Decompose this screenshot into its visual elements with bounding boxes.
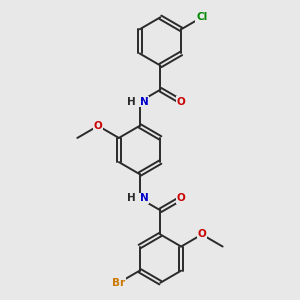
Text: O: O: [197, 230, 206, 239]
Text: O: O: [177, 193, 185, 203]
Text: H: H: [127, 193, 135, 203]
Text: H: H: [127, 97, 135, 107]
Text: O: O: [94, 121, 103, 131]
Text: N: N: [140, 97, 148, 107]
Text: Cl: Cl: [196, 12, 208, 22]
Text: Br: Br: [112, 278, 125, 288]
Text: O: O: [177, 97, 185, 107]
Text: N: N: [140, 193, 148, 203]
